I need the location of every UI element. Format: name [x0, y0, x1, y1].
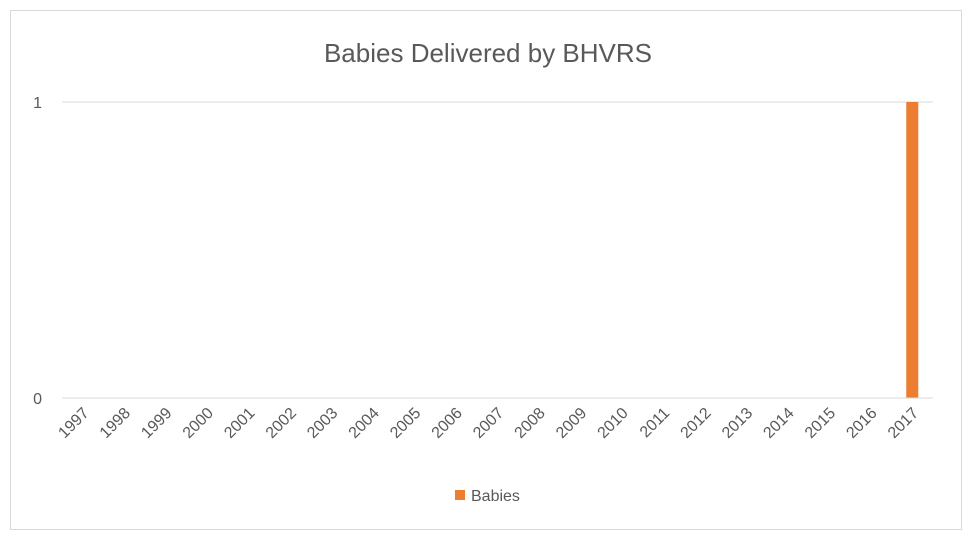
x-tick-label: 2000	[180, 405, 217, 442]
x-tick-label: 1999	[138, 405, 175, 442]
legend-swatch	[455, 490, 465, 500]
y-axis-ticks: 01	[33, 95, 42, 408]
x-tick-label: 2016	[843, 405, 880, 442]
x-tick-label: 2009	[553, 405, 590, 442]
x-tick-label: 2001	[221, 405, 258, 442]
y-tick-label: 1	[33, 95, 42, 112]
bar-2017	[906, 102, 919, 398]
x-tick-label: 2012	[678, 405, 715, 442]
chart-title: Babies Delivered by BHVRS	[324, 38, 652, 68]
y-tick-label: 0	[33, 391, 42, 408]
x-tick-label: 2004	[346, 405, 383, 442]
x-tick-label: 2015	[802, 405, 839, 442]
x-tick-label: 2014	[760, 405, 797, 442]
x-axis-ticks: 1997 1998 1999 2000 2001 2002 2003 2004 2005 2006…	[55, 405, 922, 442]
legend: Babies	[455, 488, 520, 505]
x-tick-label: 2008	[512, 405, 549, 442]
x-tick-label: 2003	[304, 405, 341, 442]
bars	[906, 102, 919, 398]
x-tick-label: 2010	[595, 405, 632, 442]
x-tick-label: 1997	[55, 405, 92, 442]
x-tick-label: 2011	[637, 405, 673, 441]
x-tick-label: 2002	[263, 405, 300, 442]
x-tick-label: 2007	[470, 405, 507, 442]
x-tick-label: 2005	[387, 405, 424, 442]
x-tick-label: 2017	[885, 405, 922, 442]
x-tick-label: 1998	[97, 405, 134, 442]
chart-frame	[10, 10, 962, 530]
x-tick-label: 2013	[719, 405, 756, 442]
x-tick-label: 2006	[429, 405, 466, 442]
legend-label: Babies	[471, 488, 520, 505]
